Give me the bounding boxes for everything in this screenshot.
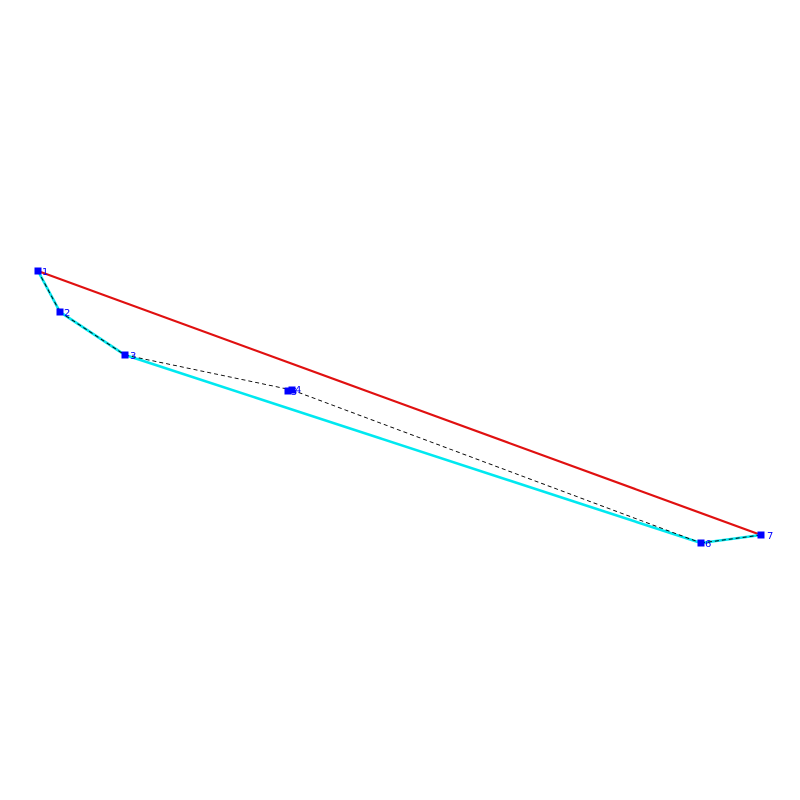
edge-dashed-3-4	[124, 354, 293, 391]
vertex-label-3: 3	[130, 351, 136, 362]
edge-dashed-6-7	[700, 534, 762, 544]
edges-layer	[36, 269, 762, 545]
vertex-3	[121, 351, 129, 359]
vertex-5	[284, 387, 292, 395]
edge-dashed-2-3	[59, 311, 126, 356]
vertex-label-2: 2	[64, 308, 70, 319]
vertex-label-1: 1	[42, 267, 48, 278]
vertex-label-4: 4	[295, 385, 301, 396]
vertex-label-7: 7	[767, 531, 773, 542]
vertex-label-5: 5	[291, 387, 297, 398]
vertex-1	[34, 267, 42, 275]
vertex-6	[697, 539, 705, 547]
edge-chain-3-6	[124, 353, 702, 545]
vertex-7	[757, 531, 765, 539]
edge-dashed-1-2	[37, 270, 61, 313]
vertex-2	[56, 308, 64, 316]
vertices-layer	[34, 267, 765, 547]
labels-layer: 1 2 3 45 6 7	[42, 267, 773, 550]
edge-hull-1-7	[37, 269, 762, 537]
vertex-4	[288, 386, 296, 394]
edge-dashed-4-6	[291, 389, 702, 544]
vertex-label-6: 6	[705, 539, 711, 550]
